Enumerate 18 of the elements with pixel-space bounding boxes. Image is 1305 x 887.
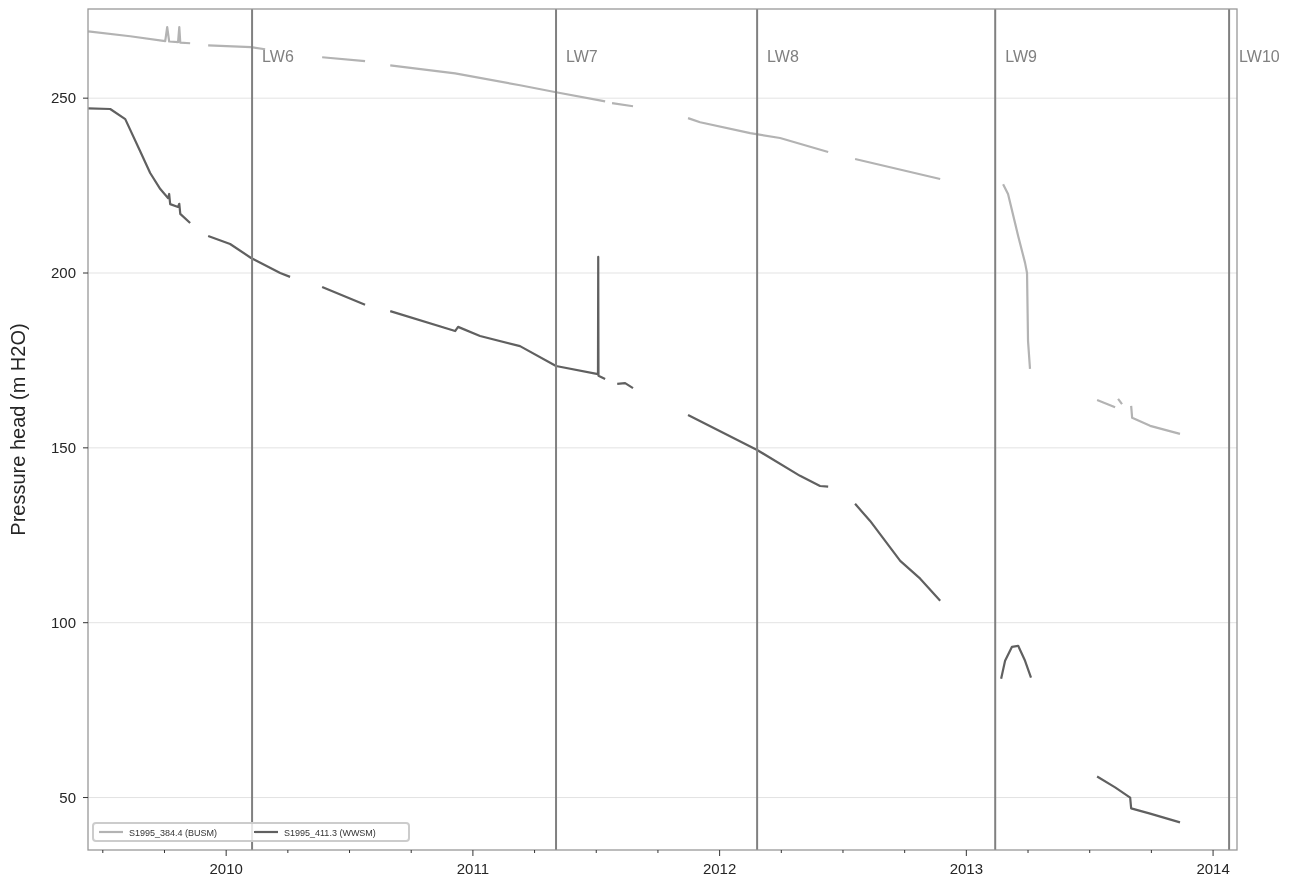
- y-tick-label: 200: [50, 264, 76, 282]
- x-tick-label: 2010: [209, 860, 243, 877]
- legend-label: S1995_411.3 (WWSM): [284, 827, 376, 838]
- y-tick-label: 50: [59, 788, 76, 806]
- y-tick-label: 100: [50, 613, 76, 631]
- ref-line-label: LW10: [1239, 48, 1280, 65]
- x-tick-label: 2012: [702, 860, 737, 877]
- legend-label: S1995_384.4 (BUSM): [129, 827, 218, 838]
- y-tick-label: 150: [50, 438, 76, 456]
- ref-line-label: LW8: [767, 48, 799, 65]
- x-tick-label: 2014: [1196, 860, 1230, 877]
- x-tick-label: 2013: [949, 860, 984, 877]
- y-axis-title: Pressure head (m H2O): [7, 323, 29, 536]
- ref-line-label: LW6: [262, 48, 294, 65]
- y-tick-label: 250: [50, 89, 76, 107]
- ref-line-label: LW9: [1005, 48, 1038, 65]
- ref-line-label: LW7: [566, 48, 598, 65]
- x-tick-label: 2011: [456, 860, 490, 877]
